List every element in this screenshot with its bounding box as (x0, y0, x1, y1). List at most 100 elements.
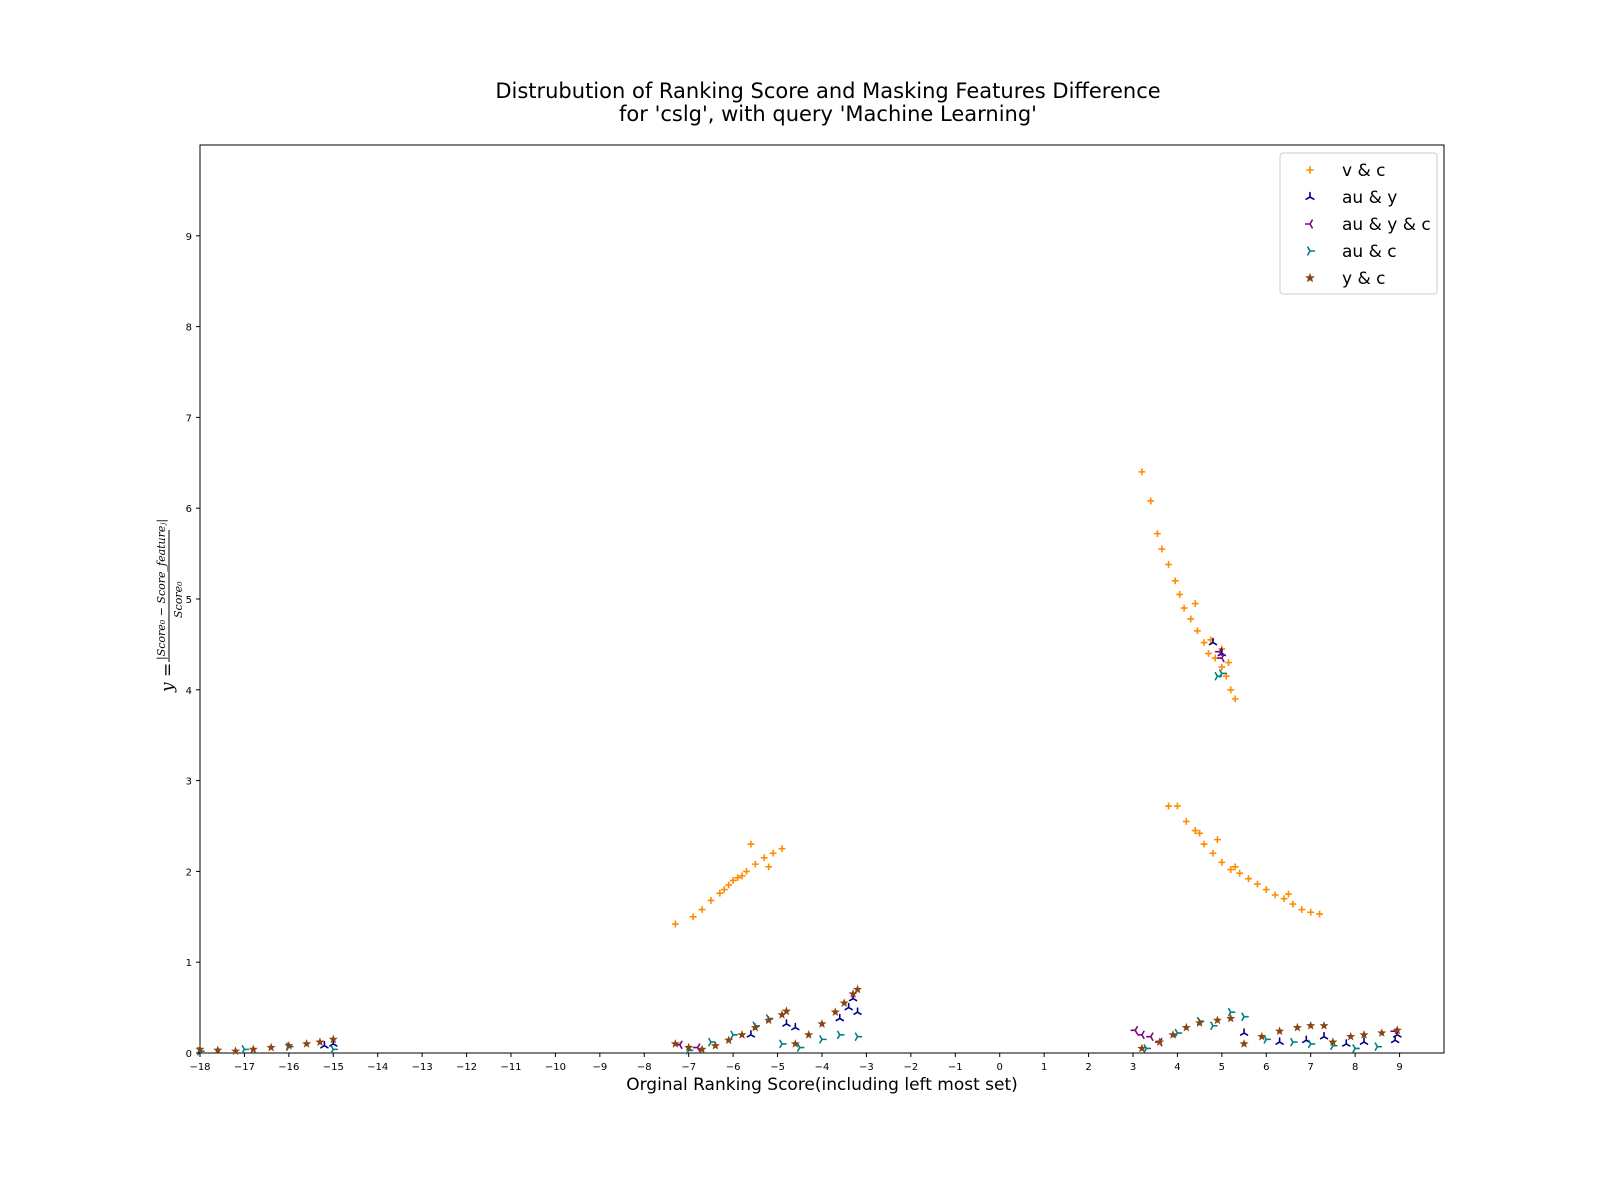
data-point (697, 1044, 707, 1054)
data-point (1194, 627, 1201, 635)
data-point (716, 889, 724, 897)
x-tick-label: 1 (1041, 1062, 1047, 1073)
data-point (730, 1030, 738, 1040)
data-point (248, 1044, 258, 1054)
x-tick-label: 3 (1130, 1062, 1136, 1073)
data-point (1285, 890, 1292, 898)
series-0 (671, 468, 1323, 928)
data-point (737, 1030, 747, 1039)
data-point (1168, 1030, 1178, 1039)
data-point (330, 1045, 339, 1054)
data-point (1182, 818, 1190, 825)
x-tick-label: −11 (500, 1062, 521, 1073)
chart-title-line-1: Distrubution of Ranking Score and Maskin… (495, 79, 1160, 103)
data-point (670, 1039, 680, 1048)
data-point (1181, 1022, 1191, 1032)
data-point (854, 1032, 863, 1041)
data-point (1316, 910, 1323, 918)
legend-label: y & c (1342, 269, 1385, 289)
data-point (1143, 1044, 1152, 1053)
x-tick-label: 0 (997, 1062, 1003, 1073)
data-points (195, 468, 1402, 1056)
plot-area: −18 −17 −16 −15 −14 −13 −12 −11 −10 −9 −8 −7 −6 −5 −4−… (186, 144, 1445, 1073)
x-tick-label: 7 (1308, 1062, 1314, 1073)
x-tick-label: 8 (1352, 1062, 1358, 1073)
data-point (830, 1007, 840, 1017)
y-tick-label: 8 (186, 323, 192, 334)
x-tick-label: −1 (948, 1062, 963, 1073)
legend: v & c au & y au & y & c au & c y & c (1279, 152, 1438, 295)
x-tick-label: −3 (859, 1062, 874, 1073)
data-point (765, 863, 773, 871)
data-point (1359, 1030, 1369, 1039)
data-point (1307, 908, 1315, 916)
series-1 (320, 637, 1402, 1049)
x-tick-label: −4 (815, 1062, 830, 1073)
data-point (720, 886, 728, 893)
y-tick-label: 7 (186, 413, 192, 424)
x-tick-label: −7 (681, 1062, 696, 1073)
data-point (817, 1019, 827, 1028)
data-point (1254, 880, 1261, 888)
data-point (819, 1035, 827, 1044)
x-tick-label: −9 (592, 1062, 607, 1073)
data-point (1210, 1021, 1218, 1031)
x-tick-label: 9 (1396, 1062, 1402, 1073)
legend-item: au & c (1307, 242, 1397, 262)
data-point (707, 897, 715, 904)
x-axis-label: Orginal Ranking Score(including left mos… (626, 1075, 1018, 1095)
data-point (689, 913, 697, 921)
x-tick-label: 5 (1219, 1062, 1225, 1073)
y-axis-label-numerator: |Score₀ − Score_featureⱼ| (155, 519, 169, 660)
data-point (1298, 906, 1306, 913)
data-point (769, 849, 777, 857)
y-tick-label: 9 (186, 232, 192, 243)
data-point (1137, 1030, 1145, 1040)
data-point (195, 1044, 205, 1054)
data-point (848, 989, 858, 998)
data-point (791, 1022, 800, 1031)
data-point (1236, 869, 1244, 877)
x-tick-label: −15 (323, 1062, 344, 1073)
data-point (764, 1015, 774, 1025)
data-point (1165, 802, 1172, 810)
data-point (1341, 1039, 1351, 1047)
data-point (266, 1042, 276, 1052)
data-point (1158, 545, 1166, 553)
data-point (1138, 468, 1146, 476)
data-point (725, 881, 733, 889)
data-point (1374, 1042, 1383, 1051)
data-point (853, 1007, 862, 1015)
data-point (1226, 1013, 1236, 1023)
data-point (1227, 686, 1235, 694)
legend-label: au & y (1342, 188, 1397, 208)
data-point (1155, 1037, 1165, 1046)
data-point (1191, 827, 1199, 834)
data-point (1130, 1026, 1139, 1035)
legend-marker (1304, 272, 1316, 283)
data-point (1377, 1028, 1387, 1037)
data-point (1176, 591, 1184, 598)
data-point (1217, 653, 1225, 663)
data-point (1275, 1026, 1285, 1036)
data-point (1306, 1020, 1316, 1030)
y-tick-label: 4 (186, 686, 192, 697)
data-point (1392, 1025, 1402, 1035)
data-point (750, 1022, 760, 1032)
data-point (1200, 639, 1208, 646)
data-point (1218, 663, 1226, 671)
x-tick-label: −14 (367, 1062, 388, 1073)
data-point (1239, 1039, 1249, 1048)
data-point (1196, 829, 1204, 837)
data-point (1191, 600, 1199, 607)
legend-marker (1304, 219, 1313, 229)
data-point (1319, 1031, 1329, 1040)
data-point (320, 1040, 329, 1049)
data-point (1227, 1007, 1236, 1017)
data-point (1231, 863, 1239, 871)
x-tick-label: −10 (545, 1062, 566, 1073)
data-point (782, 1019, 791, 1027)
x-tick-label: 4 (1174, 1062, 1180, 1073)
